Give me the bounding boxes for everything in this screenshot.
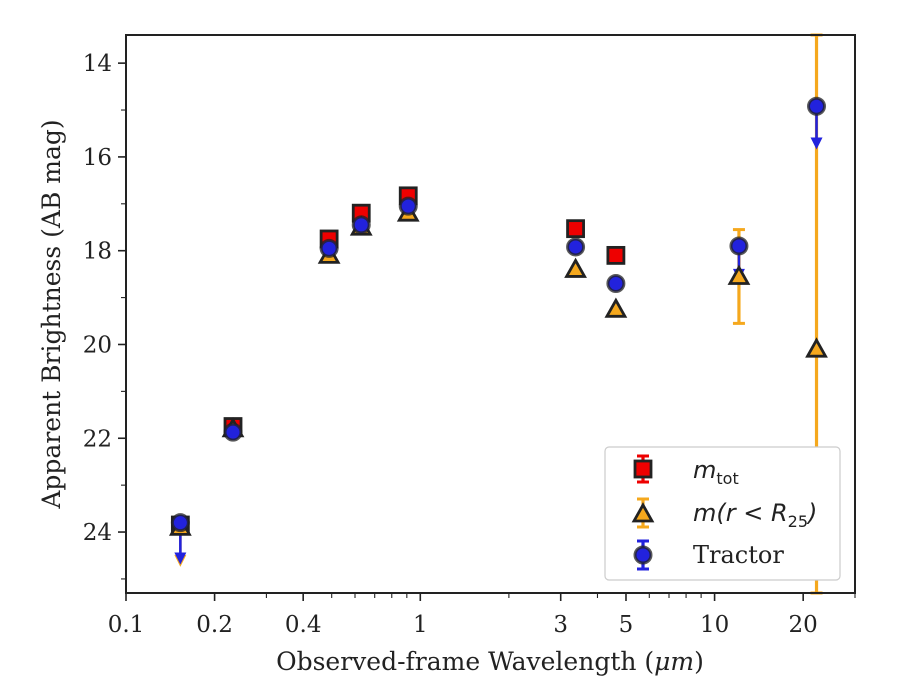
y-tick-label: 24 — [83, 520, 112, 546]
tractor-point — [351, 215, 371, 235]
series-m-tot — [170, 186, 626, 535]
y-tick-label: 16 — [83, 145, 112, 171]
tractor-point — [223, 422, 243, 442]
tractor-point — [807, 96, 827, 116]
x-tick-label: 3 — [553, 612, 568, 638]
tractor-point — [170, 513, 190, 533]
x-tick-label: 1 — [413, 612, 428, 638]
legend-tractor-marker — [633, 545, 653, 565]
legend-frame — [604, 446, 841, 581]
axis-ticks: 0.1 0.2 0.4 1 3 5 10 20 14 16 18 20 22 24 — [83, 51, 856, 638]
legend-label-m-r25: m(r < R25) — [693, 499, 817, 531]
plot-frame — [125, 34, 856, 594]
legend-label-tractor: Tractor — [693, 541, 784, 569]
legend-markers — [631, 454, 655, 571]
tractor-point-arrow-head — [810, 137, 823, 150]
tractor-point-arrow-head — [174, 552, 187, 565]
m-tot-point — [566, 219, 585, 239]
y-axis-label: Apparent Brightness (AB mag) — [37, 119, 66, 509]
legend-m-r25-marker — [631, 502, 655, 523]
x-tick-label: 20 — [789, 612, 818, 638]
m-r25-point — [564, 257, 587, 278]
tractor-point — [319, 238, 339, 258]
x-tick-label: 0.2 — [196, 612, 233, 638]
legend: mtot m(r < R25) Tractor — [604, 446, 841, 581]
x-axis-label: Observed-frame Wavelength (μm) — [276, 647, 704, 676]
legend-label-m-tot: mtot — [693, 456, 739, 488]
y-tick-label: 18 — [83, 239, 112, 265]
tractor-point — [729, 236, 749, 256]
tractor-point — [566, 237, 586, 257]
x-tick-label: 5 — [619, 612, 634, 638]
y-tick-label: 20 — [83, 332, 112, 358]
m-tot-point — [606, 245, 626, 265]
plot-content — [168, 33, 828, 595]
m-r25-point — [805, 337, 828, 358]
x-tick-label: 10 — [700, 612, 729, 638]
y-tick-label: 22 — [83, 426, 112, 452]
m-r25-point — [727, 264, 751, 285]
legend-m-tot-marker — [633, 459, 653, 479]
series-tractor — [170, 96, 827, 533]
x-tick-label: 0.1 — [108, 612, 145, 638]
y-tick-label: 14 — [83, 51, 112, 77]
m-r25-point — [604, 297, 628, 318]
tractor-point — [398, 196, 418, 216]
x-tick-label: 0.4 — [285, 612, 322, 638]
tractor-point — [606, 274, 626, 294]
